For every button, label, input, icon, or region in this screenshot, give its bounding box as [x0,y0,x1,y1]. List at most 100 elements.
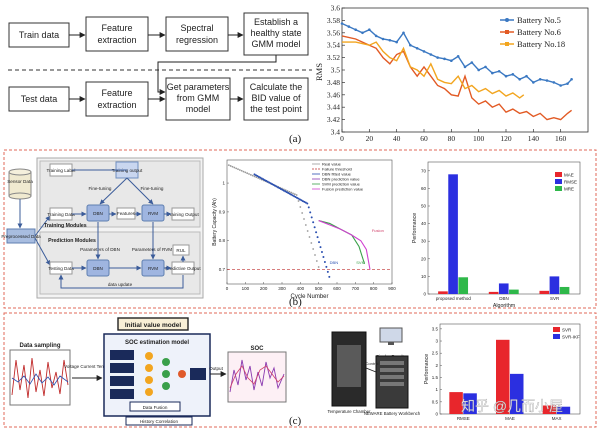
real-value-point [306,230,309,232]
dbn-fitted-point [272,183,275,186]
rms-y-tick-label: 3.5 [331,66,341,75]
real-value-point [231,165,234,168]
rms-point [470,61,474,64]
capacity-legend-label-4: DBN prediction value [322,177,360,182]
dbn-fitted-point [276,186,279,189]
capacity-x-tick-label: 400 [297,286,305,291]
dbn-fitted-point [301,200,304,203]
dbn-fitted-point [287,191,290,194]
bar-b-y-tick-label: 20 [421,256,427,261]
get-params-label-b: from GMM [177,93,220,103]
rms-x-tick-label: 100 [473,134,485,143]
dbn-fitted-point [323,260,326,263]
dbn-fitted-point [285,191,288,194]
rms-series-line-2 [341,35,573,121]
rms-legend-label-2: Battery No.6 [517,27,561,37]
real-value-point [227,164,230,167]
capacity-x-tick-label: 100 [242,286,250,291]
dbn-fitted-point [319,246,322,249]
bar-b-bar-rmse-2 [498,283,509,294]
real-value-point [255,176,258,179]
capacity-x-tick-label: 600 [333,286,341,291]
training-modules-label: Training Modules [44,223,87,229]
dbn-fitted-point [313,226,316,229]
rms-point [484,65,487,69]
rms-plot-area [341,7,589,133]
bar-c-y-tick-label: 0.5 [432,399,439,404]
bar-c-legend-label-1: SVR [562,328,572,333]
dbn-fitted-point [266,180,269,183]
bar-b-category-label-1: proposed method [436,296,472,301]
bar-c-category-label-1: RMSE [457,416,470,421]
panel-a: Train data Feature extraction Spectral r… [8,4,589,145]
flowchart-a: Train data Feature extraction Spectral r… [8,12,312,121]
dbn-label-training: DBN [93,211,103,216]
dbn-fitted-point [278,187,281,190]
spectral-regression-box [165,16,229,52]
real-value-point [235,167,238,170]
feature-extraction-box-1 [85,16,149,52]
bar-b-y-tick-label: 30 [421,239,427,244]
dbn-label-prediction: DBN [93,266,103,271]
bar-c-y-tick-label: 2 [435,363,438,368]
rms-point [450,59,453,62]
capacity-y-tick-label: 1 [222,181,225,186]
history-correlation-label: History Correlation [140,419,178,424]
data-fusion-label: Data Fusion [143,405,168,410]
feature-extraction-label-2a: Feature [101,88,132,98]
bar-b-y-axis-label: Performance [412,213,418,243]
rms-x-tick-label: 80 [448,134,456,143]
rvm-box-training [141,204,165,222]
bar-c-y-axis-label: Performance [424,354,430,384]
dbn-fitted-point [309,211,312,214]
rms-point [436,56,439,59]
real-value-point [312,248,315,250]
battery-workbench-label: NEWARE Battery Workbench [364,411,421,416]
capacity-legend-label-1: Real value [322,162,342,167]
dbn-fitted-point [291,194,294,197]
bar-b-bar-rmse-1 [448,174,458,294]
capacity-y-tick-label: 0.7 [219,267,226,272]
bar-c-legend-swatch-2 [553,334,560,339]
panel-b-frame [3,149,597,309]
bar-b-y-tick-label: 0 [423,292,426,297]
bar-b-bar-mae-3 [539,290,550,294]
bar-c-category-label-2: MAE [505,416,515,421]
capacity-line-chart: 0.7 0.8 0.9 1 0 100 200 300 400 500 600 700 800 900 Cy… [212,159,396,300]
rms-legend-marker [505,30,509,34]
dbn-fitted-point [268,181,271,184]
real-value-point [237,168,239,171]
fine-tuning-label-1: Fine-tuning [89,186,112,191]
calculate-bid-box [243,77,309,121]
predictive-output-label: Predictive Output [165,266,201,271]
rms-series-line-3 [342,41,525,99]
bar-b-legend-swatch-2 [555,179,562,184]
establish-label-a: Establish a [254,17,298,27]
bar-b-legend-swatch-1 [555,172,562,177]
rms-point [538,78,542,81]
rms-y-tick-label: 3.58 [327,16,340,25]
bar-b-y-tick-label: 40 [421,221,427,226]
rms-point [381,37,385,41]
dbn-fitted-point [279,187,282,190]
temperature-chamber-label: Temperature Chamber [328,409,372,414]
bar-c-category-label-3: MAX [552,416,562,421]
calc-label-b: BID value of [251,93,301,103]
bar-c-y-tick-label: 0 [435,412,438,417]
capacity-annotation-fusion: Fusion [372,228,384,233]
rms-point [354,28,357,32]
dbn-fitted-point [290,193,293,196]
dbn-fitted-point [262,178,265,181]
rms-point [368,28,371,32]
real-value-point [253,175,256,178]
dbn-fitted-point [328,275,331,278]
rms-point [491,71,494,75]
initial-value-model-box [117,317,189,331]
soc-estimation-model: SOC estimation model Data Fusion [103,333,211,417]
bar-c-bar-svr-1 [449,392,463,414]
rms-y-tick-label: 3.48 [327,78,340,87]
rms-point [395,40,398,44]
dbn-box-training [86,204,110,222]
dbn-fitted-point [303,200,306,203]
